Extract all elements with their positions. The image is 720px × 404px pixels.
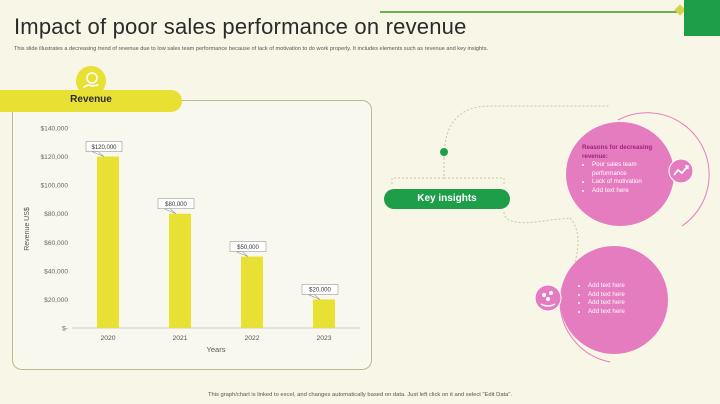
key-insights-label: Key insights — [417, 193, 477, 204]
data-label: $80,000 — [165, 202, 187, 208]
y-tick-label: $80,000 — [44, 211, 68, 218]
revenue-bar-chart: Revenue US$ Years $- $20,000 $40,000 $60,00… — [24, 126, 360, 354]
insights-connector — [391, 105, 710, 363]
x-axis-title: Years — [207, 345, 226, 354]
y-tick-label: $40,000 — [44, 268, 68, 275]
data-label-pointer — [91, 151, 105, 157]
money-hand-icon — [76, 66, 106, 96]
reasons-heading: Reasons for decreasing revenue: — [582, 144, 653, 160]
data-label: $20,000 — [309, 288, 331, 294]
header-divider — [380, 11, 680, 13]
data-label-pointer — [235, 251, 249, 257]
y-tick-label: $120,000 — [40, 154, 68, 161]
y-tick-label: $20,000 — [44, 297, 68, 304]
insight-circle-reasons — [566, 122, 674, 226]
y-axis-title: Revenue US$ — [24, 207, 31, 251]
extra-item: Add text here — [588, 308, 658, 317]
revenue-bar — [169, 213, 191, 328]
y-tick-label: $60,000 — [44, 240, 68, 247]
key-insights-pill — [384, 189, 510, 209]
revenue-bar — [241, 256, 263, 328]
data-label-box — [157, 198, 195, 210]
y-tick-label: $- — [62, 326, 68, 333]
y-tick-label: $140,000 — [40, 126, 68, 133]
extra-item: Add text here — [588, 282, 658, 291]
extra-text-block: Add text here Add text here Add text her… — [578, 282, 658, 316]
y-tick-label: $100,000 — [40, 183, 68, 190]
trend-chart-icon — [668, 158, 694, 189]
reasons-text-block: Reasons for decreasing revenue: Poor sal… — [582, 144, 660, 196]
extra-item: Add text here — [588, 291, 658, 300]
data-label-box — [229, 241, 267, 252]
data-label: $120,000 — [91, 145, 117, 151]
x-tick-label: 2021 — [172, 335, 187, 342]
insight-circle-extra — [560, 246, 668, 354]
extra-item: Add text here — [588, 299, 658, 308]
data-label-pointer — [163, 208, 177, 214]
page-title: Impact of poor sales performance on reve… — [14, 14, 467, 39]
revenue-bar — [313, 299, 335, 328]
page-subtitle: This slide illustrates a decreasing tren… — [14, 46, 489, 52]
growth-idea-icon — [534, 284, 562, 317]
data-label-box — [85, 141, 123, 152]
reason-item: Poor sales team performance — [592, 161, 660, 178]
revenue-tab — [0, 90, 182, 112]
footer-note: This graph/chart is linked to excel, and… — [207, 392, 513, 398]
revenue-panel — [12, 100, 372, 370]
reason-item: Add text here — [592, 187, 660, 196]
revenue-tab-label: Revenue — [70, 94, 112, 105]
data-label-box — [301, 284, 339, 295]
x-tick-label: 2022 — [244, 335, 259, 342]
reason-item: Lack of motivation — [592, 178, 660, 187]
x-tick-label: 2020 — [100, 335, 115, 342]
data-label-pointer — [307, 294, 321, 300]
corner-accent — [684, 0, 720, 36]
revenue-bar — [97, 156, 119, 328]
data-label: $50,000 — [237, 245, 259, 251]
x-tick-label: 2023 — [316, 335, 331, 342]
